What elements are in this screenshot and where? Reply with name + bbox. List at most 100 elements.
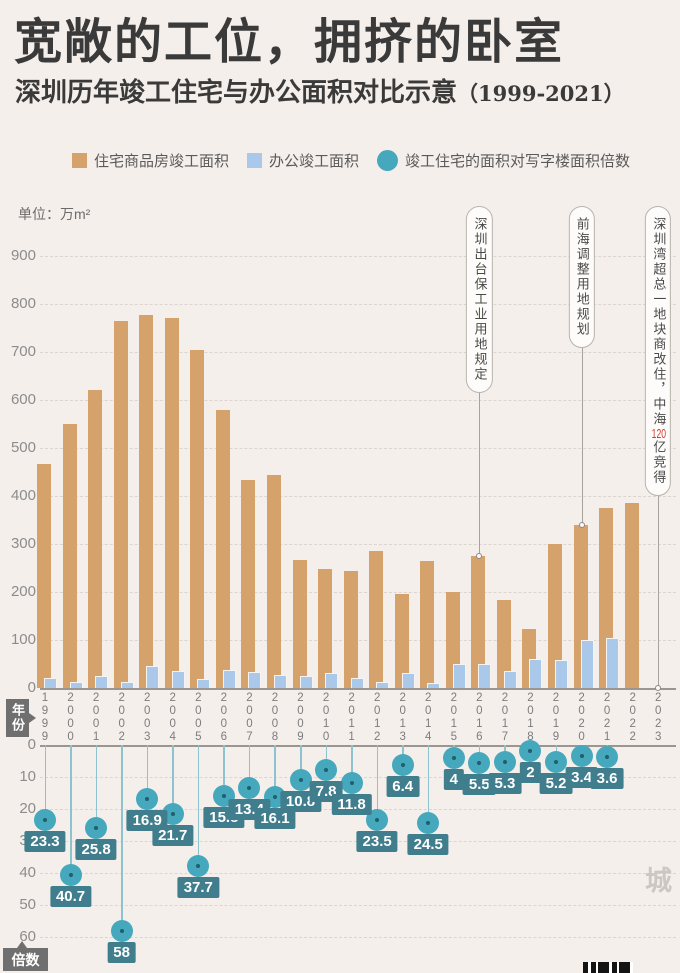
office-bar (248, 672, 262, 688)
housing-bar (190, 350, 205, 688)
office-bar (555, 660, 568, 688)
y-axis-tick-label: 700 (10, 343, 36, 360)
year-tick-label: 2005 (192, 692, 205, 744)
legend-office-label: 办公竣工面积 (269, 153, 360, 170)
ratio-value-badge: 58 (107, 941, 136, 963)
ratio-stem (197, 745, 200, 866)
year-tick-label: 2016 (473, 692, 486, 744)
office-bar (325, 672, 339, 688)
watermark: 未来城 (641, 866, 671, 904)
year-tick-label: 2009 (294, 692, 307, 744)
housing-bar (496, 599, 511, 688)
year-tick-label: 2021 (601, 692, 614, 744)
year-tick-label: 2022 (626, 692, 639, 744)
office-bar (273, 674, 287, 688)
office-bar (197, 679, 211, 688)
gridline (40, 304, 676, 305)
gridline (40, 640, 676, 641)
gridline (40, 448, 676, 449)
office-bar (503, 671, 517, 688)
ratio-dot-pin-icon (375, 818, 380, 823)
gridline (40, 905, 676, 906)
gridline (40, 256, 676, 257)
annotation-pill: 深圳湾超总一地块商改住，中海120亿竞得 (645, 206, 672, 496)
ratio-dot-pin-icon (145, 797, 150, 802)
ratio-dot-pin-icon (94, 825, 99, 830)
y-axis-tick-label: 100 (10, 631, 36, 648)
annotation-pill: 深圳出台保工业用地规定 (466, 206, 493, 393)
year-tick-label: 2006 (217, 692, 230, 744)
office-bar (299, 676, 313, 688)
ratio-dot-pin-icon (605, 754, 610, 759)
year-tick-label: 2019 (550, 692, 562, 744)
ratio-stem (376, 745, 379, 821)
housing-bar (548, 544, 562, 688)
ratio-dot-pin-icon (579, 753, 584, 758)
ratio-dot-pin-icon (170, 812, 175, 817)
ratio-dot-pin-icon (502, 759, 507, 764)
ratio-stem (121, 745, 123, 931)
ratio-axis-tick-label: 40 (19, 864, 36, 881)
ratio-axis-tick-label: 20 (19, 800, 36, 817)
qr-code-icon (583, 962, 633, 973)
year-tick-label: 2001 (90, 692, 103, 744)
y-axis-tick-label: 600 (10, 391, 36, 408)
housing-bar (215, 409, 230, 688)
office-bar (606, 638, 620, 688)
ratio-value-badge: 40.7 (49, 886, 92, 908)
page-subtitle: 深圳历年竣工住宅与办公面积对比示意（1999-2021） (15, 72, 625, 109)
ratio-dot-pin-icon (196, 863, 201, 868)
gridline (40, 496, 676, 497)
ratio-stem (223, 745, 225, 796)
office-bar (580, 640, 594, 688)
year-tick-label: 2010 (320, 692, 333, 744)
gridline (40, 937, 676, 938)
year-tick-label: 2000 (64, 692, 77, 744)
office-bar (44, 678, 57, 688)
housing-bar (164, 317, 179, 688)
unit-label: 单位：万m² (18, 206, 91, 222)
ratio-dot-pin-icon (477, 760, 482, 765)
year-tick-label: 2013 (396, 692, 409, 744)
page-title: 宽敞的工位，拥挤的卧室 (14, 14, 565, 70)
ratio-value-badge: 6.4 (386, 776, 420, 798)
ratio-dot-pin-icon (400, 763, 405, 768)
annotation-leader-line (479, 393, 481, 556)
office-bar (452, 664, 466, 688)
ratio-value-badge: 3.6 (590, 767, 624, 789)
ratio-value-badge: 2 (520, 762, 541, 784)
ratio-value-badge: 11.8 (331, 793, 372, 815)
ratio-value-badge: 23.5 (356, 831, 398, 853)
subtitle-text: 深圳历年竣工住宅与办公面积对比示意 (15, 78, 458, 108)
housing-bar (139, 314, 154, 688)
office-bar (401, 673, 415, 688)
ratio-stem (274, 745, 276, 797)
housing-bar (318, 569, 333, 688)
office-bar (222, 670, 236, 688)
housing-bar (420, 560, 435, 688)
housing-bar (88, 389, 103, 688)
year-tick-label: 2008 (268, 692, 281, 744)
y-axis-tick-label: 900 (10, 247, 36, 264)
year-tick-label: 2015 (447, 692, 460, 744)
housing-bar (113, 321, 128, 688)
ratio-dot-pin-icon (349, 780, 354, 785)
annotation-target-dot (578, 521, 585, 528)
ratio-axis-tick-label: 50 (19, 896, 36, 913)
ratio-value-badge: 25.8 (75, 838, 117, 860)
ratio-dot-pin-icon (451, 755, 456, 760)
office-bar (376, 682, 390, 688)
housing-bar (624, 503, 639, 688)
year-axis-arrow-icon (29, 713, 36, 723)
ratio-value-badge: 24.5 (407, 834, 449, 856)
ratio-stem (300, 745, 302, 780)
annotation-target-dot (655, 685, 662, 691)
legend-housing-label: 住宅商品房竣工面积 (94, 153, 230, 170)
ratio-dot-pin-icon (247, 785, 252, 790)
ratio-value-badge: 23.3 (24, 830, 66, 852)
ratio-stem (70, 745, 72, 876)
year-tick-label: 2017 (498, 692, 511, 744)
ratio-value-badge: 37.7 (177, 876, 219, 898)
ratio-axis-tick-label: 60 (19, 928, 36, 945)
